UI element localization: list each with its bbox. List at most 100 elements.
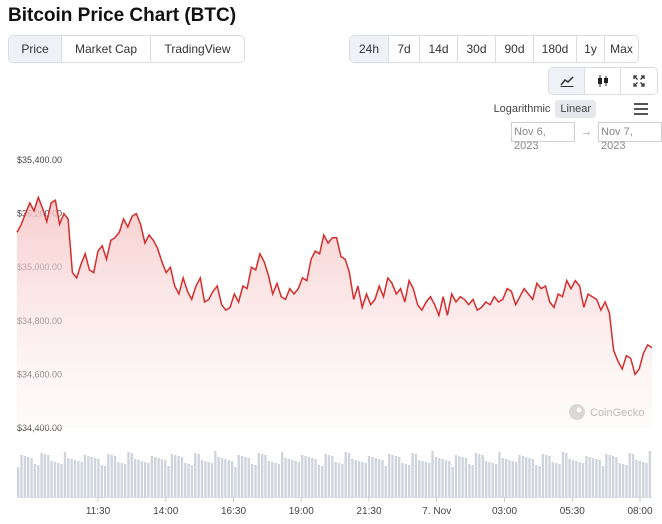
watermark-text: CoinGecko [590, 407, 644, 419]
volume-bar [103, 466, 107, 497]
menu-icon[interactable] [634, 102, 648, 120]
volume-bar [167, 466, 170, 497]
range-24h[interactable]: 24h [350, 36, 389, 62]
candlestick-icon[interactable] [585, 68, 621, 94]
volume-bar [37, 465, 40, 497]
volume-bar [424, 462, 428, 497]
volume-bar [257, 453, 260, 497]
volume-bar [595, 459, 598, 497]
volume-bar [438, 458, 441, 497]
date-arrow: → [581, 126, 592, 138]
volume-bar [414, 454, 418, 497]
volume-bar [33, 464, 37, 497]
volume-bar [53, 462, 57, 497]
volume-bar [585, 456, 588, 497]
chart-type-toggle [548, 67, 658, 95]
volume-bar [97, 459, 100, 497]
x-axis: 11:30 14:00 16:30 19:00 21:30 7. Nov 03:00 05:3… [86, 497, 653, 517]
volume-bar [347, 453, 351, 497]
scale-linear[interactable]: Linear [555, 100, 596, 118]
volume-bar [43, 454, 47, 497]
volume-bar [220, 458, 224, 497]
volume-bar [27, 457, 30, 497]
volume-bar [484, 461, 488, 497]
volume-bar [625, 465, 628, 497]
volume-bar [518, 455, 521, 497]
volume-bar [504, 459, 508, 497]
fullscreen-icon[interactable] [621, 68, 657, 94]
volume-bar [17, 467, 20, 497]
x-tick-label: 19:00 [289, 506, 314, 517]
view-tab-group: Price Market Cap TradingView [8, 35, 245, 63]
volume-bar [568, 459, 571, 497]
volume-bar [421, 461, 424, 497]
date-to-input[interactable]: Nov 7, 2023 [598, 122, 662, 152]
range-14d[interactable]: 14d [420, 36, 458, 62]
volume-bar [214, 451, 217, 497]
volume-bar [377, 459, 381, 497]
volume-bar [357, 461, 361, 497]
range-90d[interactable]: 90d [496, 36, 534, 62]
range-7d[interactable]: 7d [389, 36, 420, 62]
volume-bar [287, 459, 291, 497]
volume-bar [538, 466, 541, 497]
volume-bar [297, 462, 301, 497]
volume-bar [581, 463, 585, 497]
volume-bar [535, 465, 538, 497]
volume-bar [601, 466, 605, 497]
tab-price[interactable]: Price [9, 36, 62, 62]
volume-bar [107, 454, 110, 497]
volume-bar [130, 453, 133, 497]
volume-bar [294, 461, 297, 497]
volume-bar [571, 460, 575, 497]
volume-bar [281, 452, 284, 497]
y-tick-label: $35,400.00 [17, 155, 62, 165]
volume-bar [304, 456, 307, 497]
volume-bar [444, 460, 448, 497]
volume-bar [150, 456, 154, 497]
volume-bar [615, 457, 618, 497]
volume-bar [638, 461, 641, 497]
range-max[interactable]: Max [610, 42, 633, 56]
volume-bar [274, 463, 277, 497]
volume-bar [575, 461, 578, 497]
volume-bar [127, 452, 130, 497]
volume-bar [247, 458, 250, 497]
range-180d[interactable]: 180d [534, 36, 577, 62]
volume-bar [391, 455, 394, 497]
volume-bar [411, 453, 414, 497]
volume-bar [210, 463, 214, 497]
volume-bar [578, 462, 581, 497]
range-1y[interactable]: 1y [577, 36, 605, 62]
volume-bar [631, 454, 635, 497]
volume-bar [30, 458, 33, 497]
volume-bar [204, 461, 207, 497]
volume-bar [100, 465, 103, 497]
volume-bar [217, 457, 220, 497]
volume-bars [17, 451, 652, 498]
tab-market-cap[interactable]: Market Cap [62, 36, 151, 62]
volume-bar [314, 459, 317, 497]
volume-bar [431, 451, 434, 497]
volume-bar [428, 463, 431, 497]
volume-bar [548, 456, 551, 497]
volume-bar [384, 466, 387, 497]
volume-bar [254, 465, 257, 497]
volume-bar [113, 456, 117, 497]
volume-bar [83, 455, 87, 497]
volume-bar [324, 454, 327, 497]
volume-bar [63, 452, 67, 497]
volume-bar [364, 463, 367, 497]
line-chart-icon[interactable] [549, 68, 585, 94]
volume-bar [418, 460, 421, 497]
tab-tradingview[interactable]: TradingView [164, 42, 231, 56]
volume-bar [187, 464, 190, 497]
volume-bar [190, 465, 194, 497]
volume-bar [174, 455, 177, 497]
date-from-input[interactable]: Nov 6, 2023 [511, 122, 575, 152]
scale-logarithmic[interactable]: Logarithmic [493, 103, 551, 115]
range-30d[interactable]: 30d [458, 36, 496, 62]
volume-bar [404, 464, 408, 497]
volume-bar [361, 462, 364, 497]
volume-bar [93, 458, 97, 497]
